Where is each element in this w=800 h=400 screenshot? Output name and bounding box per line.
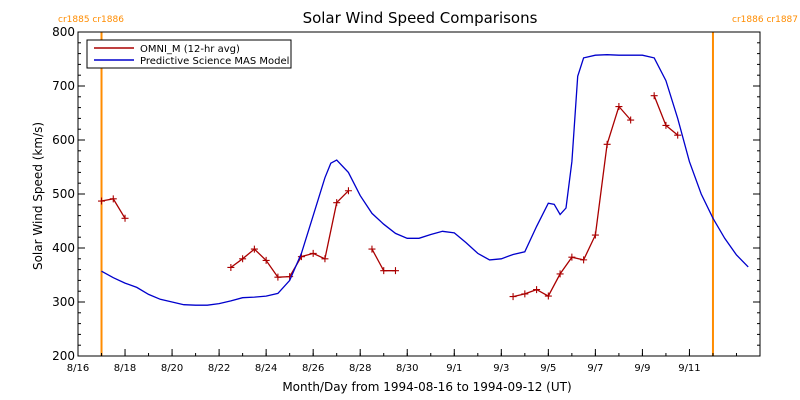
data-point (274, 273, 282, 281)
carrington-markers: cr1885 cr1886 cr1886 cr1887 (58, 15, 798, 356)
data-point (662, 121, 670, 129)
data-point (591, 231, 599, 239)
data-point (98, 197, 106, 205)
data-point (321, 255, 329, 263)
data-point (380, 267, 388, 275)
data-point (250, 245, 258, 253)
y-axis-ticks: 200 300 400 500 600 700 800 (52, 25, 760, 363)
y-tick-label: 200 (52, 349, 75, 363)
y-tick-label: 600 (52, 133, 75, 147)
data-point (627, 116, 635, 124)
x-tick-label: 8/28 (349, 363, 371, 374)
data-point (650, 92, 658, 100)
series-line-segment (101, 54, 749, 306)
data-point (391, 267, 399, 275)
x-tick-label: 9/1 (446, 363, 462, 374)
data-point (262, 256, 270, 264)
series-layer (98, 54, 749, 306)
data-point (239, 255, 247, 263)
chart-title: Solar Wind Speed Comparisons (303, 9, 538, 27)
legend-label-omni: OMNI_M (12-hr avg) (140, 44, 240, 55)
x-axis-ticks: 8/16 8/18 8/20 8/22 8/24 8/26 8/28 8/30 9/1 9/3 9/… (67, 349, 761, 374)
series-0 (98, 92, 682, 301)
data-point (344, 187, 352, 195)
data-point (556, 270, 564, 278)
y-tick-label: 300 (52, 295, 75, 309)
x-tick-label: 8/20 (161, 363, 183, 374)
x-tick-label: 8/30 (396, 363, 418, 374)
series-line-segment (512, 105, 632, 298)
x-tick-label: 9/7 (587, 363, 603, 374)
legend: OMNI_M (12-hr avg) Predictive Science MA… (86, 39, 292, 69)
x-tick-label: 9/11 (678, 363, 700, 374)
data-point (580, 256, 588, 264)
y-axis-title: Solar Wind Speed (km/s) (31, 122, 45, 270)
legend-label-mas: Predictive Science MAS Model (140, 56, 289, 67)
x-tick-label: 8/16 (67, 363, 89, 374)
data-point (309, 249, 317, 257)
data-point (509, 293, 517, 301)
carrington-marker-label: cr1885 cr1886 (58, 15, 124, 25)
data-point (333, 199, 341, 207)
legend-box (86, 39, 292, 69)
data-point (121, 214, 129, 222)
y-tick-label: 500 (52, 187, 75, 201)
x-tick-label: 8/22 (208, 363, 230, 374)
x-tick-label: 8/18 (114, 363, 136, 374)
x-tick-label: 9/5 (540, 363, 556, 374)
data-point (109, 195, 117, 203)
data-point (544, 292, 552, 300)
x-tick-label: 8/26 (302, 363, 324, 374)
series-1 (101, 54, 749, 306)
data-point (227, 263, 235, 271)
carrington-marker-label: cr1886 cr1887 (732, 15, 798, 25)
data-point (603, 140, 611, 148)
data-point (674, 131, 682, 139)
data-point (368, 245, 376, 253)
data-point (568, 253, 576, 261)
axes (77, 31, 761, 357)
y-tick-label: 700 (52, 79, 75, 93)
data-point (615, 103, 623, 111)
y-tick-label: 400 (52, 241, 75, 255)
x-axis-title: Month/Day from 1994-08-16 to 1994-09-12 … (282, 380, 571, 394)
plot-frame (77, 31, 761, 357)
series-line-segment (653, 95, 679, 136)
x-tick-label: 9/9 (634, 363, 650, 374)
data-point (533, 286, 541, 294)
data-point (521, 290, 529, 298)
x-tick-label: 8/24 (255, 363, 277, 374)
y-tick-label: 800 (52, 25, 75, 39)
x-tick-label: 9/3 (493, 363, 509, 374)
series-line-segment (230, 190, 349, 278)
